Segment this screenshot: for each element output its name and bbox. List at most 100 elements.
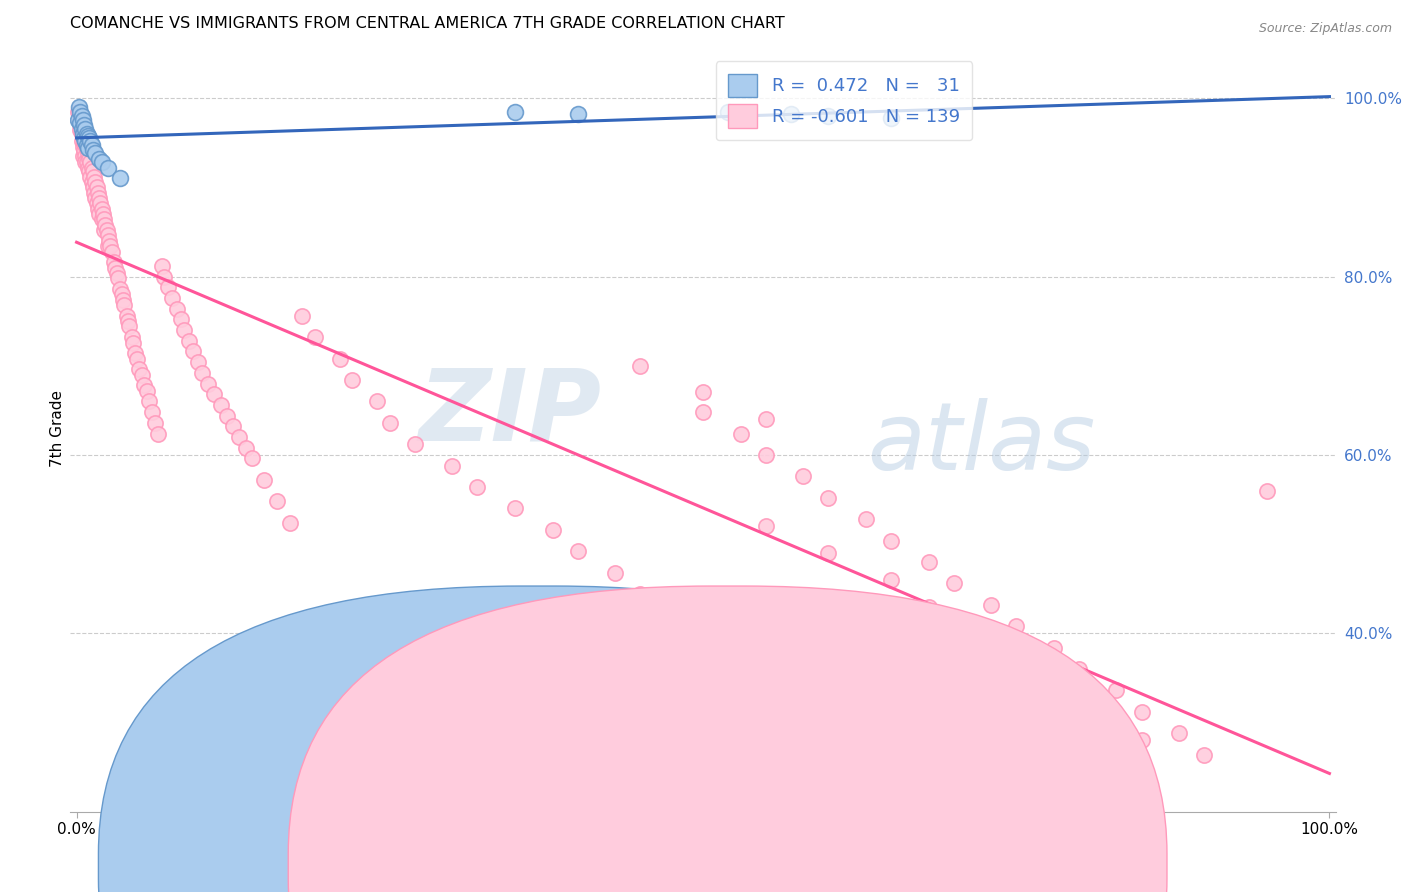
Point (93, 212, 115, 227)
Point (628, 587, 651, 601)
Point (70, 109, 93, 123)
Text: ZIP: ZIP (419, 364, 602, 461)
Point (240, 451, 263, 466)
Point (72, 128, 94, 143)
Point (228, 430, 250, 444)
Point (77, 152, 100, 166)
Point (90, 202, 112, 216)
Point (72, 140, 94, 154)
Point (404, 437, 426, 451)
Point (90, 212, 112, 227)
Point (141, 405, 163, 419)
Point (77, 164, 100, 178)
Point (817, 109, 839, 123)
Point (107, 271, 129, 285)
Point (792, 469, 814, 483)
Point (1168, 726, 1191, 740)
Point (97, 161, 120, 175)
Point (84, 146, 107, 161)
Point (82, 180, 104, 194)
Point (69, 104, 91, 119)
Point (75, 149, 97, 163)
Point (131, 368, 153, 382)
Point (110, 282, 132, 296)
Point (138, 394, 160, 409)
Point (215, 409, 238, 423)
Point (76, 137, 98, 152)
Point (202, 387, 225, 401)
Text: Immigrants from Central America: Immigrants from Central America (756, 856, 1014, 871)
Point (779, 107, 801, 121)
Point (104, 260, 127, 275)
Point (73, 143, 96, 157)
Point (503, 104, 526, 119)
Point (110, 171, 132, 186)
Point (82, 164, 104, 178)
Point (153, 269, 176, 284)
Point (157, 280, 180, 294)
Point (121, 330, 143, 344)
Point (76, 127, 98, 141)
Point (134, 378, 156, 392)
Point (103, 255, 125, 269)
Point (66, 113, 89, 128)
Point (67, 100, 90, 114)
Point (146, 426, 169, 441)
Point (98, 234, 121, 248)
Point (880, 573, 903, 587)
Point (76, 141, 98, 155)
Point (304, 330, 326, 344)
Point (817, 546, 839, 560)
Point (191, 366, 214, 380)
Point (69, 118, 91, 132)
Point (72, 149, 94, 163)
Point (1130, 733, 1153, 747)
Point (135, 384, 157, 398)
Point (87, 186, 110, 200)
Point (567, 107, 589, 121)
Point (278, 516, 301, 530)
Point (967, 626, 990, 640)
Point (730, 426, 752, 441)
Point (179, 334, 201, 348)
Point (628, 359, 651, 373)
Point (82, 143, 104, 157)
Point (91, 207, 114, 221)
Text: COMANCHE VS IMMIGRANTS FROM CENTRAL AMERICA 7TH GRADE CORRELATION CHART: COMANCHE VS IMMIGRANTS FROM CENTRAL AMER… (70, 16, 785, 31)
Point (980, 598, 1002, 612)
Point (666, 608, 689, 623)
Point (79, 134, 101, 148)
Point (93, 223, 115, 237)
Point (111, 287, 134, 301)
Point (1105, 683, 1128, 698)
Point (1092, 706, 1115, 721)
Point (96, 223, 118, 237)
Point (83, 169, 105, 184)
Point (80, 161, 103, 175)
Point (1130, 705, 1153, 719)
Point (76, 161, 98, 175)
Point (266, 494, 288, 508)
Point (122, 335, 145, 350)
Y-axis label: 7th Grade: 7th Grade (49, 390, 65, 467)
Point (124, 346, 146, 360)
Point (855, 512, 877, 526)
Point (76, 128, 98, 143)
Point (187, 355, 209, 369)
Point (1005, 619, 1028, 633)
Point (150, 259, 173, 273)
Point (72, 113, 94, 128)
Point (880, 111, 903, 125)
Point (86, 180, 108, 194)
Point (76, 146, 98, 161)
Point (80, 137, 103, 152)
Point (166, 301, 188, 316)
Point (87, 191, 110, 205)
Point (67, 113, 90, 128)
Point (567, 544, 589, 558)
Point (76, 155, 98, 169)
Point (79, 155, 101, 169)
Point (817, 491, 839, 505)
Point (72, 127, 94, 141)
Point (70, 122, 93, 136)
